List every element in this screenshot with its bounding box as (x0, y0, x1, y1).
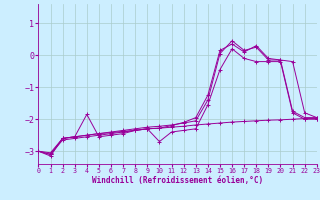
X-axis label: Windchill (Refroidissement éolien,°C): Windchill (Refroidissement éolien,°C) (92, 176, 263, 185)
